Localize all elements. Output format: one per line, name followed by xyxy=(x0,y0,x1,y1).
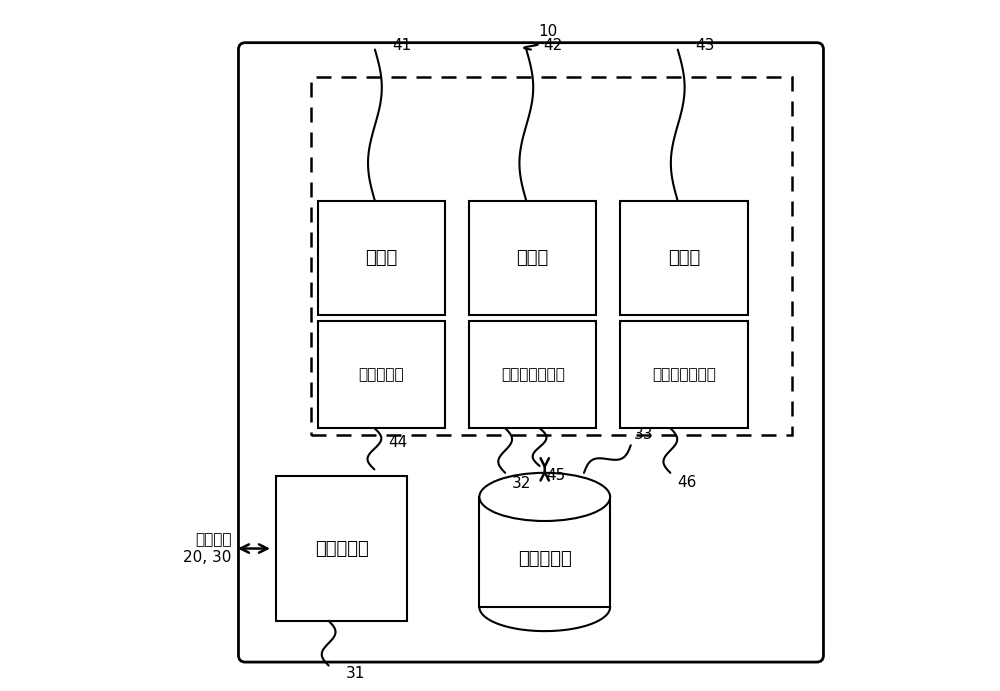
Text: 33: 33 xyxy=(634,427,654,442)
FancyBboxPatch shape xyxy=(620,201,748,314)
FancyBboxPatch shape xyxy=(276,476,407,621)
FancyBboxPatch shape xyxy=(620,321,748,428)
Text: 终端装置
20, 30: 终端装置 20, 30 xyxy=(183,532,232,565)
FancyBboxPatch shape xyxy=(318,321,445,428)
Text: 43: 43 xyxy=(695,38,714,53)
Text: 显示控制部: 显示控制部 xyxy=(358,367,404,382)
Text: 重设部: 重设部 xyxy=(517,249,549,267)
FancyBboxPatch shape xyxy=(318,201,445,314)
Text: 通知数据生成部: 通知数据生成部 xyxy=(652,367,716,382)
Text: 数据通信部: 数据通信部 xyxy=(315,540,369,558)
FancyBboxPatch shape xyxy=(469,201,596,314)
FancyBboxPatch shape xyxy=(238,43,823,662)
Text: 32: 32 xyxy=(512,476,531,491)
Polygon shape xyxy=(479,497,610,607)
Text: 播放部: 播放部 xyxy=(668,249,700,267)
Text: 41: 41 xyxy=(392,38,411,53)
Text: 数据存储部: 数据存储部 xyxy=(518,550,572,568)
Text: 45: 45 xyxy=(546,468,566,483)
Text: 42: 42 xyxy=(544,38,563,53)
Text: 46: 46 xyxy=(677,475,697,490)
FancyBboxPatch shape xyxy=(311,77,792,435)
Text: 用户操作受理部: 用户操作受理部 xyxy=(501,367,565,382)
Ellipse shape xyxy=(479,473,610,521)
Text: 切换部: 切换部 xyxy=(365,249,397,267)
Text: 31: 31 xyxy=(346,665,365,681)
Text: 10: 10 xyxy=(538,24,557,39)
FancyBboxPatch shape xyxy=(469,321,596,428)
Text: 44: 44 xyxy=(388,435,407,450)
